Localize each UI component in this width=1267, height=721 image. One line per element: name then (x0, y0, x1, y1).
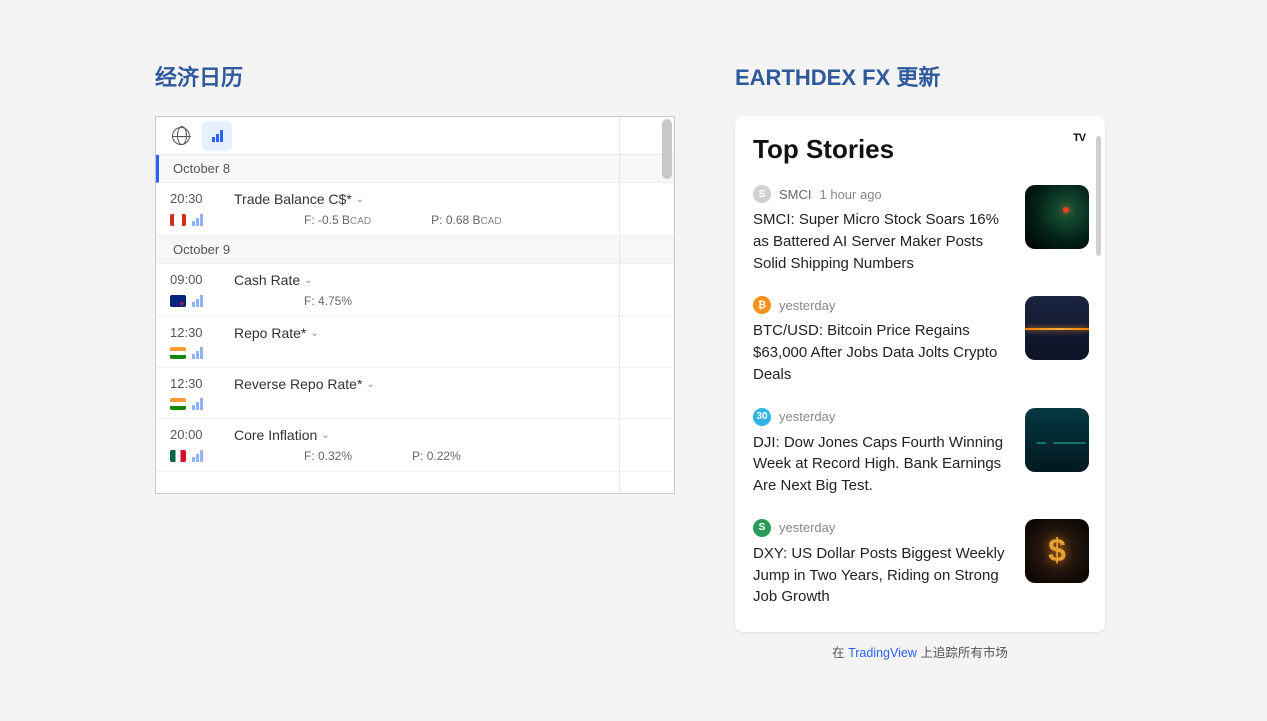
event-name: Trade Balance C$* ⌄ (234, 191, 660, 207)
chevron-down-icon: ⌄ (321, 430, 329, 441)
news-thumbnail (1025, 296, 1089, 360)
chevron-down-icon: ⌄ (304, 275, 312, 286)
flag-icon (170, 398, 186, 410)
news-item[interactable]: Syesterday DXY: US Dollar Posts Biggest W… (753, 513, 1089, 624)
footer-link-text: TradingView (848, 646, 917, 660)
chevron-down-icon: ⌄ (366, 379, 374, 390)
calendar-date-header: October 9 (156, 236, 674, 264)
tradingview-footer-link[interactable]: 在 TradingView 上追踪所有市场 (735, 642, 1105, 661)
previous-value: P: 0.68 BCAD (431, 213, 502, 227)
calendar-section-title: 经济日历 (155, 60, 675, 92)
event-icons (170, 398, 230, 410)
impact-bars-icon (192, 214, 203, 226)
news-badge-icon: ₿ (753, 296, 771, 314)
news-section-title: EARTHDEX FX 更新 (735, 60, 1105, 92)
news-headline: BTC/USD: Bitcoin Price Regains $63,000 A… (753, 320, 1013, 385)
chevron-down-icon: ⌄ (310, 328, 318, 339)
news-badge-icon: 30 (753, 408, 771, 426)
top-stories-widget: TV Top Stories S SMCI 1 hour ago SMCI: Supe… (735, 116, 1105, 632)
calendar-event-row[interactable]: 12:30Reverse Repo Rate* ⌄ (156, 368, 674, 419)
news-item[interactable]: 30 yesterday DJI: Dow Jones Caps Fourth Wi… (753, 402, 1089, 513)
calendar-date-header: October 8 (156, 155, 674, 183)
event-values: F: -0.5 BCAD P: 0.68 BCAD (234, 213, 660, 227)
event-name: Cash Rate ⌄ (234, 272, 660, 288)
event-time: 12:30 (170, 325, 230, 341)
news-badge-icon: S (753, 519, 771, 537)
calendar-event-row[interactable]: 20:00Core Inflation ⌄ F: 0.32% P: 0.22% (156, 419, 674, 472)
event-time: 20:00 (170, 427, 230, 443)
event-icons (170, 294, 230, 308)
news-thumbnail (1025, 408, 1089, 472)
calendar-divider (619, 117, 620, 493)
tradingview-logo-icon: TV (1073, 132, 1091, 146)
forecast-value: F: 0.32% (304, 449, 352, 463)
event-name: Core Inflation ⌄ (234, 427, 660, 443)
news-scrollbar[interactable] (1096, 136, 1101, 256)
calendar-event-row[interactable]: 12:30Repo Rate* ⌄ (156, 317, 674, 368)
event-values: F: 4.75% (234, 294, 660, 308)
top-stories-title: Top Stories (753, 134, 1089, 165)
news-item[interactable]: S SMCI 1 hour ago SMCI: Super Micro Stock S… (753, 179, 1089, 290)
chevron-down-icon: ⌄ (356, 194, 364, 205)
news-time: 1 hour ago (820, 187, 882, 202)
calendar-globe-button[interactable] (166, 121, 196, 151)
news-time: yesterday (779, 298, 835, 313)
calendar-scrollbar[interactable] (662, 119, 672, 179)
bars-icon (212, 130, 223, 142)
event-values (234, 398, 660, 410)
event-icons (170, 213, 230, 227)
previous-value: P: 0.22% (412, 449, 461, 463)
globe-icon (172, 127, 190, 145)
calendar-bars-button[interactable] (202, 121, 232, 151)
news-headline: SMCI: Super Micro Stock Soars 16% as Bat… (753, 209, 1013, 274)
calendar-event-row[interactable]: 20:30Trade Balance C$* ⌄ F: -0.5 BCAD P: 0… (156, 183, 674, 236)
impact-bars-icon (192, 450, 203, 462)
flag-icon (170, 295, 186, 307)
footer-suffix: 上追踪所有市场 (917, 646, 1008, 660)
impact-bars-icon (192, 398, 203, 410)
news-headline: DJI: Dow Jones Caps Fourth Winning Week … (753, 432, 1013, 497)
flag-icon (170, 347, 186, 359)
flag-icon (170, 214, 186, 226)
news-badge-icon: S (753, 185, 771, 203)
news-symbol: SMCI (779, 187, 812, 202)
footer-prefix: 在 (832, 646, 848, 660)
news-thumbnail (1025, 519, 1089, 583)
event-icons (170, 449, 230, 463)
event-time: 20:30 (170, 191, 230, 207)
event-time: 09:00 (170, 272, 230, 288)
event-time: 12:30 (170, 376, 230, 392)
calendar-toolbar (156, 117, 674, 155)
news-thumbnail (1025, 185, 1089, 249)
event-values: F: 0.32% P: 0.22% (234, 449, 660, 463)
news-time: yesterday (779, 409, 835, 424)
news-headline: DXY: US Dollar Posts Biggest Weekly Jump… (753, 543, 1013, 608)
news-item[interactable]: ₿ yesterday BTC/USD: Bitcoin Price Regains… (753, 290, 1089, 401)
event-name: Repo Rate* ⌄ (234, 325, 660, 341)
event-name: Reverse Repo Rate* ⌄ (234, 376, 660, 392)
calendar-event-row[interactable]: 09:00Cash Rate ⌄ F: 4.75% (156, 264, 674, 317)
flag-icon (170, 450, 186, 462)
news-time: yesterday (779, 520, 835, 535)
impact-bars-icon (192, 295, 203, 307)
forecast-value: F: 4.75% (304, 294, 352, 308)
event-icons (170, 347, 230, 359)
event-values (234, 347, 660, 359)
economic-calendar-widget: October 8 20:30Trade Balance C$* ⌄ F: -0.5… (155, 116, 675, 494)
forecast-value: F: -0.5 BCAD (304, 213, 371, 227)
impact-bars-icon (192, 347, 203, 359)
